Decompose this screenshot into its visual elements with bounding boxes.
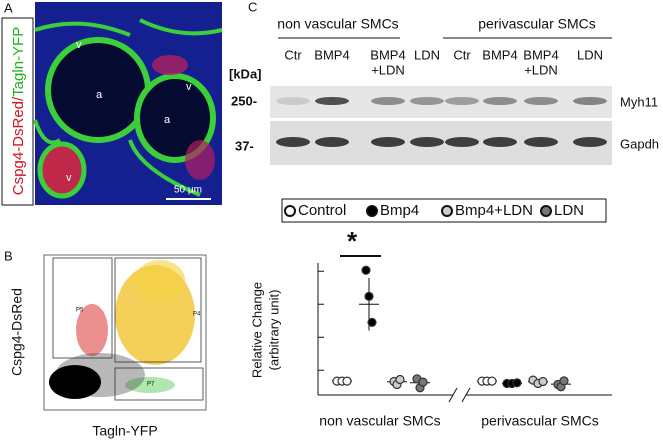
- legend-label: Bmp4+LDN: [455, 202, 533, 219]
- lane-label: +LDN: [524, 62, 558, 77]
- data-point: [538, 376, 548, 387]
- data-point: [342, 376, 352, 386]
- band: [315, 97, 349, 105]
- marker-label: 37-: [235, 138, 254, 153]
- protein-label: Gapdh: [620, 136, 659, 151]
- group-header: non vascular SMCs: [277, 16, 398, 32]
- stain-label: Cspg4-DsRed/Tagln-YFP: [10, 27, 27, 195]
- lane-label: BMP4: [523, 47, 558, 62]
- data-point: [361, 265, 371, 275]
- x-axis-label: Tagln-YFP: [92, 423, 157, 439]
- flow-plot: [43, 254, 207, 411]
- band: [573, 97, 607, 105]
- band: [410, 137, 444, 147]
- data-point: [364, 291, 374, 301]
- gate-label: P7: [147, 382, 155, 388]
- annotation: v: [76, 39, 82, 51]
- group-header: perivascular SMCs: [478, 16, 595, 32]
- gate-label: P4: [193, 312, 201, 318]
- data-point: [512, 378, 522, 388]
- axis-break: [461, 387, 471, 403]
- band: [276, 97, 310, 105]
- micrograph: [33, 2, 223, 205]
- legend-label: Control: [298, 202, 346, 219]
- data-point: [367, 317, 377, 327]
- band: [483, 97, 517, 105]
- legend-marker: [284, 205, 296, 217]
- lane-label: BMP4: [314, 47, 349, 62]
- lane-label: LDN: [414, 47, 440, 62]
- unit-label: [kDa]: [229, 66, 262, 81]
- data-point: [418, 377, 428, 387]
- panel-label: C: [248, 0, 257, 14]
- legend-label: LDN: [554, 202, 584, 219]
- axis-break: [448, 387, 458, 403]
- stain-label-box: [1, 17, 34, 206]
- panel-label: B: [4, 248, 13, 263]
- band: [315, 137, 349, 147]
- band: [445, 137, 479, 147]
- stain-green: Tagln-YFP: [10, 27, 27, 97]
- data-point: [487, 376, 497, 386]
- band: [445, 97, 479, 105]
- band: [483, 137, 517, 147]
- band: [524, 97, 558, 105]
- protein-label: Myh11: [620, 94, 658, 109]
- marker-label: 250-: [231, 93, 257, 108]
- x-tick-label: non vascular SMCs: [319, 413, 440, 429]
- annotation: v: [66, 172, 72, 184]
- x-tick-label: perivascular SMCs: [481, 413, 598, 429]
- lane-label: LDN: [577, 47, 603, 62]
- annotation: a: [96, 89, 103, 101]
- annotation: a: [164, 114, 171, 126]
- y-axis-label: Relative Change: [249, 282, 264, 378]
- data-point: [559, 376, 569, 386]
- legend-marker: [441, 205, 453, 217]
- data-point: [395, 374, 405, 385]
- band: [524, 137, 558, 147]
- band: [371, 137, 405, 147]
- lane-label: +LDN: [371, 62, 405, 77]
- lane-label: BMP4: [370, 47, 405, 62]
- legend-marker: [366, 205, 378, 217]
- legend-marker: [540, 205, 552, 217]
- panel-label: A: [4, 0, 13, 15]
- gate-label: P5: [76, 308, 84, 314]
- y-axis-label: (arbitrary unit): [266, 290, 281, 371]
- band: [371, 97, 405, 105]
- scale-bar-label: 50 µm: [174, 185, 202, 196]
- y-axis-label: Cspg4-DsRed: [9, 288, 25, 376]
- band: [410, 97, 444, 105]
- significance: *: [347, 226, 358, 256]
- legend-label: Bmp4: [380, 202, 419, 219]
- lane-label: Ctr: [284, 47, 302, 62]
- band: [276, 137, 310, 147]
- lane-label: BMP4: [482, 47, 517, 62]
- stain-red: Cspg4-DsRed/: [10, 96, 27, 195]
- annotation: v: [186, 81, 192, 93]
- band: [573, 137, 607, 147]
- lane-label: Ctr: [453, 47, 471, 62]
